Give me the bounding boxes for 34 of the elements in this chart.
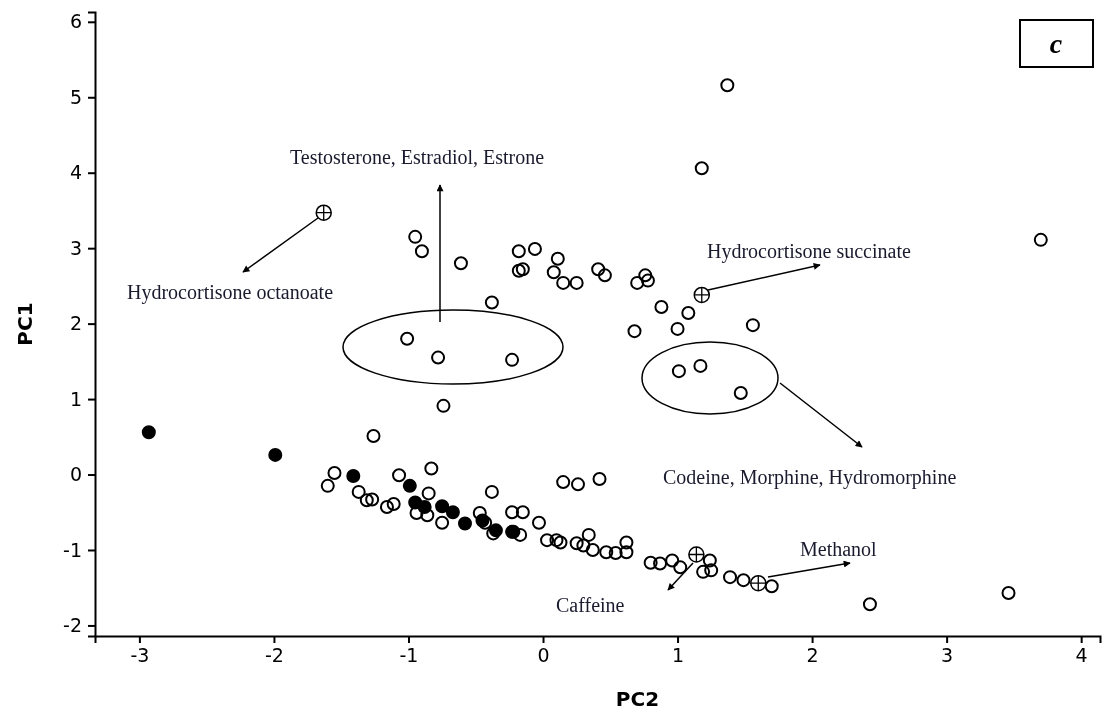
y-tick-label: 2 [69, 312, 82, 335]
y-tick-label: -1 [63, 538, 82, 561]
point [346, 469, 361, 484]
x-tick-label: 1 [672, 644, 685, 667]
y-tick-label: 4 [69, 161, 82, 184]
y-tick-label: 1 [69, 387, 82, 410]
annotation: Methanol [800, 538, 878, 560]
point [268, 447, 283, 462]
x-axis-title: PC2 [615, 687, 660, 711]
y-tick-label: 0 [69, 463, 82, 486]
y-axis-title: PC1 [13, 302, 37, 346]
x-tick-label: -2 [264, 644, 284, 667]
point [402, 478, 417, 493]
x-tick-label: -3 [130, 644, 150, 667]
point [457, 516, 472, 531]
annotation: Codeine, Morphine, Hydromorphine [663, 466, 957, 489]
x-tick-label: 0 [537, 644, 550, 667]
point [445, 505, 460, 520]
point [435, 499, 450, 514]
x-tick-label: 4 [1075, 644, 1088, 667]
x-tick-label: 3 [941, 644, 954, 667]
point [417, 499, 432, 514]
y-tick-label: 5 [69, 85, 82, 108]
y-tick-label: 3 [69, 236, 82, 259]
y-tick-label: 6 [69, 10, 82, 33]
annotation: Hydrocortisone octanoate [127, 281, 334, 304]
annotation: Testosterone, Estradiol, Estrone [290, 146, 545, 168]
x-tick-label: 2 [806, 644, 819, 667]
annotation: Caffeine [556, 594, 625, 616]
y-tick-label: -2 [63, 614, 82, 637]
x-tick-label: -1 [399, 644, 419, 667]
annotation: Hydrocortisone succinate [707, 240, 911, 263]
annotation: c [1049, 28, 1063, 59]
point [141, 425, 156, 440]
